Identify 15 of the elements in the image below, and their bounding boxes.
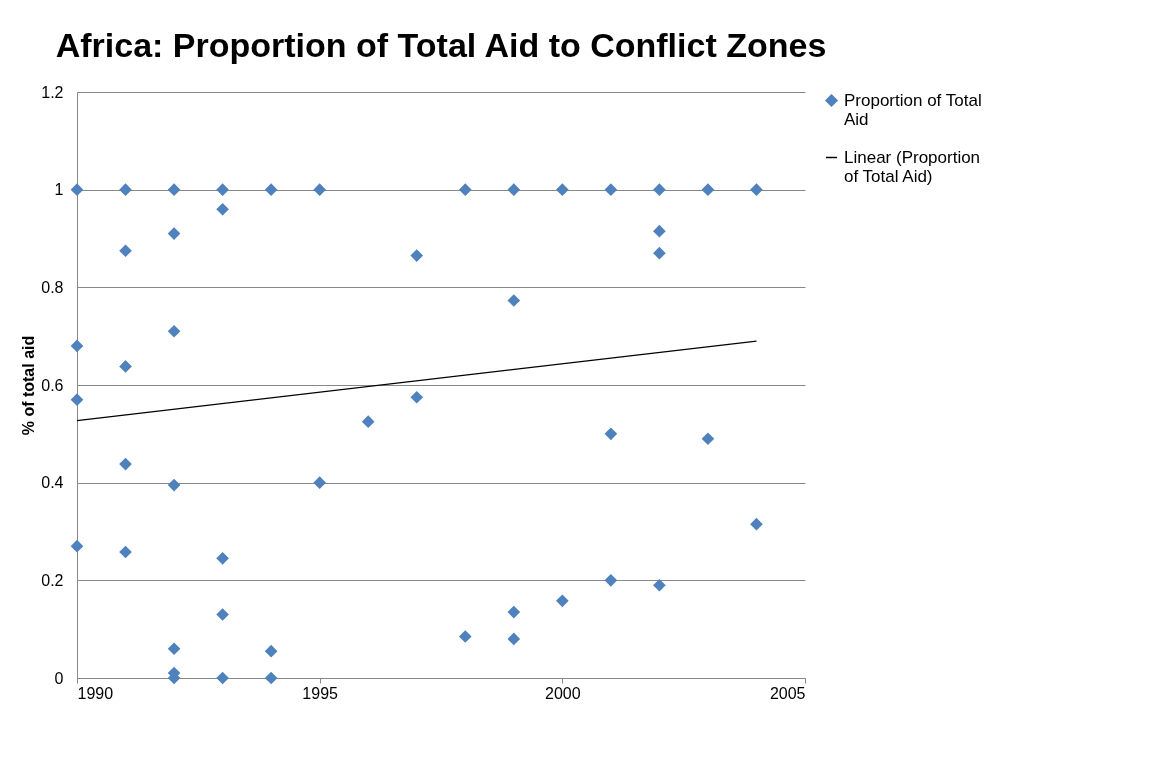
x-tick-label: 2005 <box>769 684 806 702</box>
chart-title: Africa: Proportion of Total Aid to Conflict Zones <box>55 26 827 64</box>
y-tick-label: 0.2 <box>41 571 64 589</box>
y-tick-label: 0.6 <box>41 376 64 394</box>
y-tick-label: 0.8 <box>41 278 64 296</box>
y-axis-title: % of total aid <box>20 335 38 436</box>
y-tick-label: 1.2 <box>41 83 64 101</box>
y-tick-label: 0 <box>54 669 64 687</box>
x-tick-label: 1995 <box>302 684 339 702</box>
x-tick-label: 1990 <box>77 684 114 702</box>
legend-label: Proportion of Total Aid <box>844 90 982 129</box>
y-tick-label: 0.4 <box>41 474 64 492</box>
x-tick-label: 2000 <box>545 684 581 702</box>
legend-label: Linear (Proportion of Total Aid) <box>844 147 981 186</box>
y-tick-label: 1 <box>54 181 64 199</box>
